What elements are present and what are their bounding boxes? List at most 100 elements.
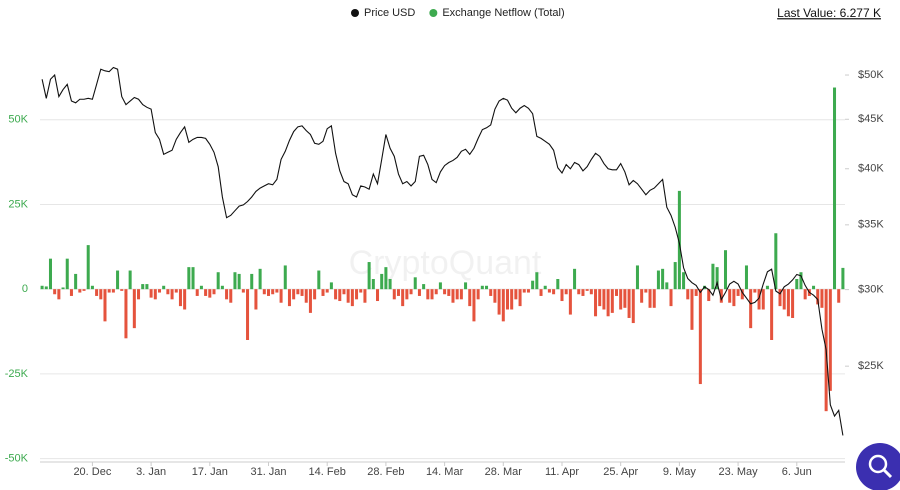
bar [464,282,468,290]
bar [359,289,363,293]
bar [292,289,296,300]
bar [589,289,593,295]
bar [485,285,489,290]
bar [602,289,606,310]
bar [837,289,841,303]
bar [116,270,120,290]
bar [178,289,182,307]
bar [355,289,359,300]
bar [287,289,291,307]
bar [74,273,78,290]
bar [505,289,509,310]
bar [648,289,652,308]
last-value: Last Value: 6.277 K [777,6,881,20]
bar [598,289,602,307]
bar [552,289,556,295]
bar [644,289,648,293]
bar [698,289,702,385]
y2-tick-label: $35K [858,219,884,231]
bar [208,289,212,298]
bar [656,270,660,290]
bar [539,289,543,296]
bar [216,272,220,290]
bar [61,287,65,290]
bar [44,286,48,290]
bar [304,289,308,303]
bar [669,289,673,307]
bar [69,289,73,296]
y2-tick-label: $30K [858,283,884,295]
bar [170,289,174,300]
bar [137,289,141,300]
bar [48,258,52,290]
bar [623,289,627,308]
bar [744,265,748,290]
bar [334,289,338,300]
bar [786,289,790,317]
bar [426,289,430,300]
bar [719,289,723,303]
bar [53,289,57,295]
bar [258,268,262,290]
x-tick-label: 14. Mar [426,466,464,478]
watermark: CryptoQuant [349,244,542,282]
bar [749,289,753,329]
bar [103,289,107,322]
x-tick-label: 25. Apr [603,466,638,478]
bar [438,282,442,290]
bar [409,289,413,295]
bar [619,289,623,310]
bar [313,289,317,300]
bar [736,289,740,296]
bar [183,289,187,310]
bar [434,289,438,295]
bar [577,289,581,295]
bar [522,289,526,293]
bar [145,284,149,290]
bar [526,289,530,293]
bar [627,289,631,318]
bar [325,289,329,293]
bar [321,289,325,296]
bar [233,272,237,290]
bar [413,277,417,290]
bar [610,289,614,313]
bar [711,263,715,290]
bar [568,289,572,315]
y2-tick-label: $50K [858,69,884,81]
bar [472,289,476,322]
bar [740,289,744,300]
x-tick-label: 14. Feb [309,466,346,478]
bar [543,285,547,290]
bar [560,289,564,302]
bar [191,267,195,290]
bar [229,289,233,303]
search-button[interactable] [856,443,900,490]
bar [535,272,539,290]
bar [422,284,426,290]
bar [795,279,799,290]
bar [476,289,480,300]
bar [384,267,388,290]
bar [128,270,132,290]
bar [149,289,153,298]
search-circle[interactable] [856,443,900,490]
y-tick-label: 50K [8,114,28,126]
x-tick-label: 20. Dec [73,466,111,478]
bar [707,289,711,302]
bar [833,87,837,290]
bar [225,289,229,300]
legend-label: Exchange Netflow (Total) [442,7,564,19]
bar [778,289,782,307]
bar [153,289,157,300]
search-icon-handle [882,468,893,479]
bar [380,273,384,290]
bar [82,289,86,291]
bar [111,289,115,293]
y-tick-label: 25K [8,198,28,210]
bar [728,289,732,303]
bar [157,289,162,293]
x-tick-label: 9. May [663,466,697,478]
bar [162,285,166,290]
